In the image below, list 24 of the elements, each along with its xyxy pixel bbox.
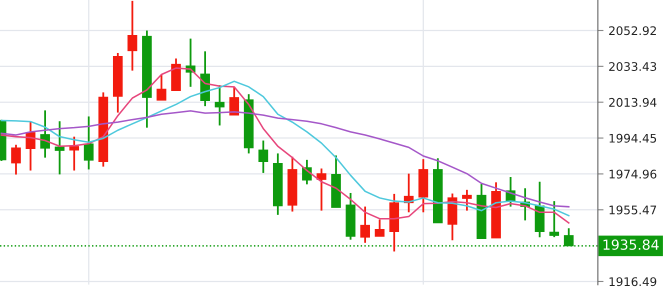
candlestick <box>26 120 36 172</box>
ref-line-label: 1935.84 <box>604 239 659 250</box>
candlestick <box>156 74 166 102</box>
candlestick <box>40 109 50 159</box>
candlestick <box>462 188 472 212</box>
y-tick-label: 1916.49 <box>610 277 656 286</box>
candlestick <box>374 218 385 238</box>
candlestick <box>316 168 326 212</box>
candlestick <box>11 144 21 176</box>
candlestick <box>258 140 268 174</box>
candlestick <box>229 86 240 116</box>
candlestick <box>54 120 64 176</box>
candlestick <box>84 116 94 170</box>
y-tick-label: 1974.96 <box>610 170 656 179</box>
candlestick <box>214 84 225 126</box>
y-tick-label: 2013.94 <box>609 98 656 107</box>
candlestick <box>128 0 138 72</box>
candlestick <box>69 136 80 172</box>
y-tick-label: 2033.43 <box>609 62 656 72</box>
candlestick <box>549 200 560 238</box>
candlestick <box>360 206 370 244</box>
y-tick-label: 1955.47 <box>610 205 656 214</box>
y-tick-label: 1994.45 <box>610 134 656 143</box>
y-tick-label: 2052.92 <box>609 26 656 36</box>
